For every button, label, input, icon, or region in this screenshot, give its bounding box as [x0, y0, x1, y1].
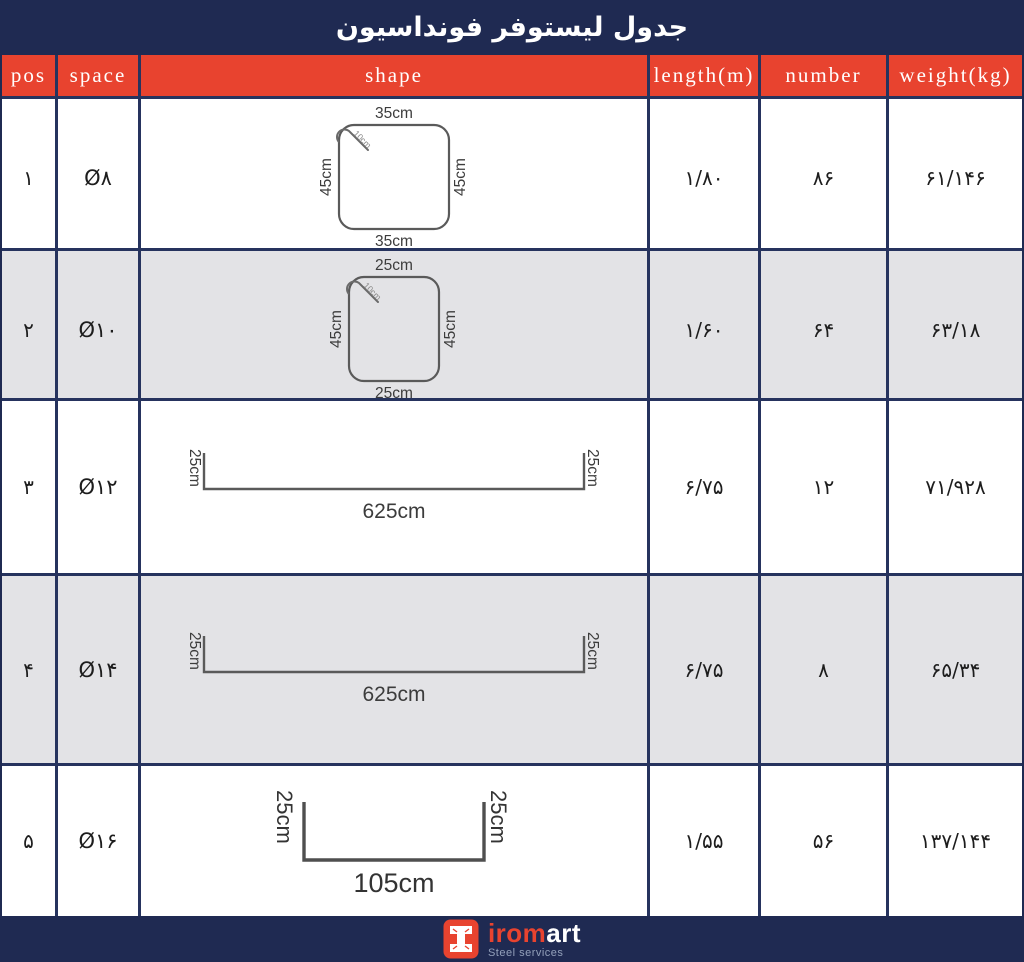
- weight-value: ۶۱/۱۴۶: [925, 166, 986, 190]
- brand-block: iromart Steel services: [488, 920, 581, 959]
- header-pos: pos: [2, 55, 58, 96]
- brand-left: irom: [487, 917, 547, 948]
- dim-left-label: 45cm: [318, 158, 335, 196]
- number-value: ۸: [761, 576, 889, 763]
- length-value: ۶/۷۵: [650, 401, 761, 573]
- table-row: ۴ Ø۱۴ 25cm 25cm 625cm ۶/۷۵ ۸ ۶۵/۳۴: [2, 576, 1022, 766]
- header-length: length(m): [650, 55, 761, 96]
- header-number: number: [761, 55, 889, 96]
- footer: iromart Steel services: [0, 916, 1024, 962]
- title-bar: جدول لیستوفر فونداسیون: [0, 0, 1024, 55]
- shape-diagram-stirrup: 10cm 35cm 35cm 45cm 45cm: [318, 105, 469, 250]
- pos-value: ۱: [2, 99, 58, 257]
- table-body: ۱ Ø۸ 10cm 35cm 35cm 45cm 45cm ۱/۸۰ ۸۶ ۶۱/۱۴…: [2, 99, 1022, 916]
- pos-value: ۵: [2, 766, 58, 916]
- number-value: ۶۴: [761, 251, 889, 409]
- shape-cell: 10cm 35cm 35cm 45cm 45cm: [141, 99, 650, 257]
- table-row: ۱ Ø۸ 10cm 35cm 35cm 45cm 45cm ۱/۸۰ ۸۶ ۶۱/۱۴…: [2, 99, 1022, 257]
- shape-diagram-bar: 25cm 25cm 625cm: [186, 449, 601, 523]
- space-value: Ø۱۲: [58, 401, 141, 573]
- table-row: ۲ Ø۱۰ 10cm 25cm 25cm 45cm 45cm ۱/۶۰ ۶۴ ۶۳/۱…: [2, 251, 1022, 409]
- space-value: Ø۸: [58, 99, 141, 257]
- header-weight: weight(kg): [899, 63, 1012, 87]
- header-shape: shape: [141, 55, 650, 96]
- dim-hook-label: 10cm: [362, 280, 384, 302]
- number-value: ۵۶: [761, 766, 889, 916]
- brand-wordmark: iromart: [488, 920, 581, 946]
- dim-bottom-label: 25cm: [375, 385, 413, 402]
- shape-cell: 25cm 25cm 105cm: [141, 766, 650, 916]
- shape-diagram-stirrup: 10cm 25cm 25cm 45cm 45cm: [328, 257, 459, 402]
- dim-main-label: 625cm: [362, 500, 425, 523]
- iromart-logo-icon: [443, 919, 479, 959]
- brand-right: art: [546, 917, 582, 948]
- length-value: ۱/۶۰: [650, 251, 761, 409]
- shape-cell: 25cm 25cm 625cm: [141, 401, 650, 573]
- weight-value: ۷۱/۹۲۸: [925, 475, 986, 499]
- space-value: Ø۱۴: [58, 576, 141, 763]
- space-value: Ø۱۶: [58, 766, 141, 916]
- dim-left-end-label: 25cm: [272, 790, 297, 844]
- brand-tagline: Steel services: [487, 946, 564, 959]
- weight-value: ۶۳/۱۸: [930, 318, 981, 342]
- number-value: ۱۲: [761, 401, 889, 573]
- header-space: space: [58, 55, 141, 96]
- dim-top-label: 25cm: [375, 257, 413, 274]
- dim-right-label: 45cm: [442, 310, 459, 348]
- length-value: ۱/۵۵: [650, 766, 761, 916]
- dim-left-end-label: 25cm: [186, 449, 203, 487]
- rebar-table: pos space shape length(m) number weight(…: [0, 55, 1024, 916]
- shape-cell: 25cm 25cm 625cm: [141, 576, 650, 763]
- dim-main-label: 625cm: [362, 683, 425, 706]
- dim-hook-label: 10cm: [352, 128, 374, 150]
- page-title: جدول لیستوفر فونداسیون: [335, 12, 689, 43]
- length-value: ۶/۷۵: [650, 576, 761, 763]
- table-header-row: pos space shape length(m) number weight(…: [2, 55, 1022, 99]
- dim-left-label: 45cm: [328, 310, 345, 348]
- shape-cell: 10cm 25cm 25cm 45cm 45cm: [141, 251, 650, 409]
- dim-right-end-label: 25cm: [486, 790, 511, 844]
- dim-right-label: 45cm: [452, 158, 469, 196]
- space-value: Ø۱۰: [58, 251, 141, 409]
- dim-main-label: 105cm: [353, 868, 434, 898]
- dim-right-end-label: 25cm: [584, 632, 601, 670]
- pos-value: ۳: [2, 401, 58, 573]
- pos-value: ۴: [2, 576, 58, 763]
- shape-diagram-bar: 25cm 25cm 625cm: [186, 632, 601, 706]
- table-row: ۵ Ø۱۶ 25cm 25cm 105cm ۱/۵۵ ۵۶ ۱۳۷/۱۴۴: [2, 766, 1022, 916]
- weight-value: ۱۳۷/۱۴۴: [919, 829, 992, 853]
- shape-diagram-ubar: 25cm 25cm 105cm: [272, 790, 511, 898]
- number-value: ۸۶: [761, 99, 889, 257]
- dim-left-end-label: 25cm: [186, 632, 203, 670]
- dim-top-label: 35cm: [375, 105, 413, 122]
- weight-value: ۶۵/۳۴: [930, 657, 981, 682]
- length-value: ۱/۸۰: [650, 99, 761, 257]
- dim-right-end-label: 25cm: [584, 449, 601, 487]
- table-row: ۳ Ø۱۲ 25cm 25cm 625cm ۶/۷۵ ۱۲ ۷۱/۹۲۸: [2, 401, 1022, 576]
- dim-bottom-label: 35cm: [375, 233, 413, 250]
- pos-value: ۲: [2, 251, 58, 409]
